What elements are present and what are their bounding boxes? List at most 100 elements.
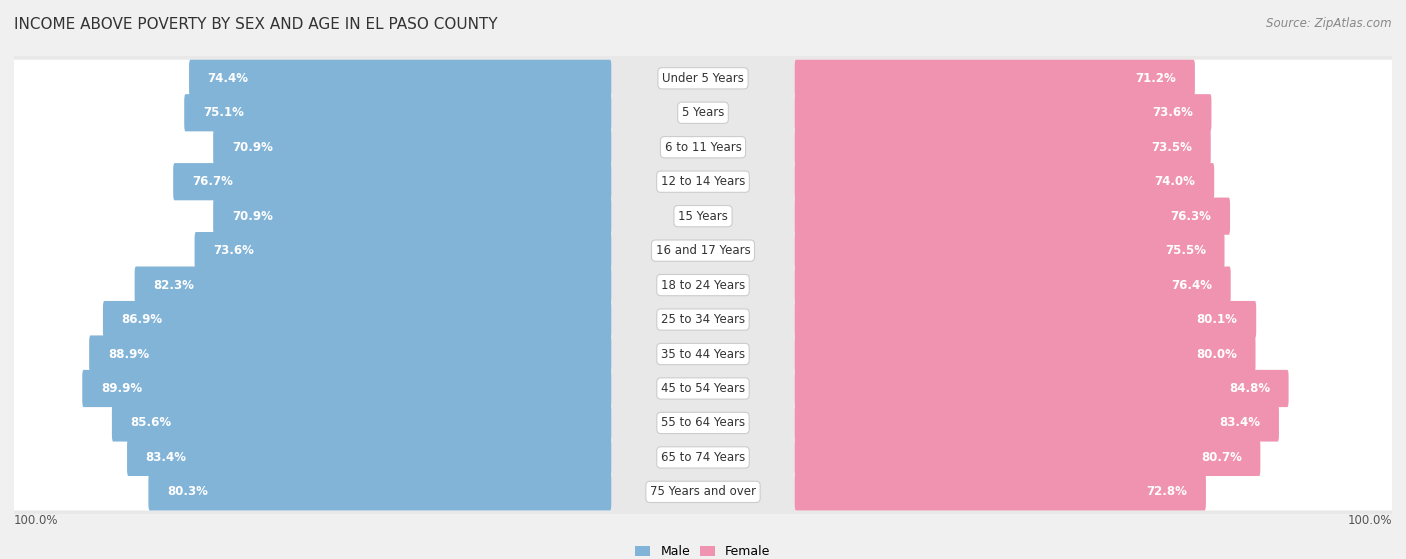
Text: 73.5%: 73.5% — [1152, 141, 1192, 154]
Text: 89.9%: 89.9% — [101, 382, 142, 395]
FancyBboxPatch shape — [794, 473, 1393, 510]
FancyBboxPatch shape — [135, 267, 612, 304]
FancyBboxPatch shape — [214, 197, 612, 235]
Text: 83.4%: 83.4% — [1219, 416, 1260, 429]
Text: 55 to 64 Years: 55 to 64 Years — [661, 416, 745, 429]
Text: Under 5 Years: Under 5 Years — [662, 72, 744, 85]
Text: 71.2%: 71.2% — [1136, 72, 1177, 85]
FancyBboxPatch shape — [13, 94, 612, 131]
Text: 84.8%: 84.8% — [1229, 382, 1270, 395]
FancyBboxPatch shape — [13, 60, 612, 97]
FancyBboxPatch shape — [214, 129, 612, 166]
FancyBboxPatch shape — [794, 163, 1215, 200]
FancyBboxPatch shape — [794, 301, 1256, 338]
FancyBboxPatch shape — [13, 261, 1393, 309]
Text: 72.8%: 72.8% — [1146, 485, 1187, 499]
Text: 74.4%: 74.4% — [208, 72, 249, 85]
FancyBboxPatch shape — [103, 301, 612, 338]
FancyBboxPatch shape — [794, 370, 1289, 407]
Text: 25 to 34 Years: 25 to 34 Years — [661, 313, 745, 326]
FancyBboxPatch shape — [13, 55, 1393, 102]
Text: 75.5%: 75.5% — [1166, 244, 1206, 257]
FancyBboxPatch shape — [794, 232, 1393, 269]
Text: 75.1%: 75.1% — [202, 106, 243, 119]
FancyBboxPatch shape — [13, 232, 612, 269]
Text: 76.4%: 76.4% — [1171, 278, 1212, 292]
FancyBboxPatch shape — [794, 439, 1260, 476]
FancyBboxPatch shape — [83, 370, 612, 407]
FancyBboxPatch shape — [13, 473, 612, 510]
FancyBboxPatch shape — [794, 335, 1393, 373]
FancyBboxPatch shape — [89, 335, 612, 373]
FancyBboxPatch shape — [794, 301, 1393, 338]
Text: 76.3%: 76.3% — [1171, 210, 1212, 222]
FancyBboxPatch shape — [794, 232, 1225, 269]
FancyBboxPatch shape — [794, 60, 1393, 97]
Text: 15 Years: 15 Years — [678, 210, 728, 222]
FancyBboxPatch shape — [127, 439, 612, 476]
FancyBboxPatch shape — [794, 197, 1230, 235]
Text: 74.0%: 74.0% — [1154, 175, 1195, 188]
FancyBboxPatch shape — [794, 60, 1195, 97]
FancyBboxPatch shape — [13, 192, 1393, 240]
FancyBboxPatch shape — [188, 60, 612, 97]
FancyBboxPatch shape — [794, 94, 1393, 131]
Text: 75 Years and over: 75 Years and over — [650, 485, 756, 499]
FancyBboxPatch shape — [13, 468, 1393, 515]
FancyBboxPatch shape — [13, 330, 1393, 378]
Text: 76.7%: 76.7% — [191, 175, 232, 188]
Text: 65 to 74 Years: 65 to 74 Years — [661, 451, 745, 464]
Text: 16 and 17 Years: 16 and 17 Years — [655, 244, 751, 257]
Text: 45 to 54 Years: 45 to 54 Years — [661, 382, 745, 395]
FancyBboxPatch shape — [13, 364, 1393, 413]
FancyBboxPatch shape — [194, 232, 612, 269]
Text: 86.9%: 86.9% — [121, 313, 163, 326]
Text: 85.6%: 85.6% — [131, 416, 172, 429]
FancyBboxPatch shape — [13, 296, 1393, 343]
Text: 80.3%: 80.3% — [167, 485, 208, 499]
Legend: Male, Female: Male, Female — [630, 540, 776, 559]
FancyBboxPatch shape — [13, 158, 1393, 206]
FancyBboxPatch shape — [13, 163, 612, 200]
FancyBboxPatch shape — [149, 473, 612, 510]
Text: 100.0%: 100.0% — [1347, 514, 1392, 527]
Text: 73.6%: 73.6% — [214, 244, 254, 257]
Text: INCOME ABOVE POVERTY BY SEX AND AGE IN EL PASO COUNTY: INCOME ABOVE POVERTY BY SEX AND AGE IN E… — [14, 17, 498, 32]
Text: 35 to 44 Years: 35 to 44 Years — [661, 348, 745, 361]
FancyBboxPatch shape — [13, 404, 612, 442]
FancyBboxPatch shape — [794, 129, 1211, 166]
FancyBboxPatch shape — [13, 370, 612, 407]
FancyBboxPatch shape — [184, 94, 612, 131]
Text: 82.3%: 82.3% — [153, 278, 194, 292]
FancyBboxPatch shape — [794, 439, 1393, 476]
Text: 80.7%: 80.7% — [1201, 451, 1241, 464]
Text: 73.6%: 73.6% — [1152, 106, 1192, 119]
FancyBboxPatch shape — [794, 404, 1393, 442]
FancyBboxPatch shape — [13, 335, 612, 373]
Text: 88.9%: 88.9% — [108, 348, 149, 361]
FancyBboxPatch shape — [13, 439, 612, 476]
FancyBboxPatch shape — [13, 227, 1393, 274]
Text: 83.4%: 83.4% — [146, 451, 187, 464]
FancyBboxPatch shape — [112, 404, 612, 442]
FancyBboxPatch shape — [794, 129, 1393, 166]
Text: 100.0%: 100.0% — [14, 514, 59, 527]
FancyBboxPatch shape — [13, 399, 1393, 447]
FancyBboxPatch shape — [13, 89, 1393, 136]
Text: 80.1%: 80.1% — [1197, 313, 1237, 326]
FancyBboxPatch shape — [794, 267, 1393, 304]
FancyBboxPatch shape — [794, 370, 1393, 407]
Text: 70.9%: 70.9% — [232, 141, 273, 154]
FancyBboxPatch shape — [794, 473, 1206, 510]
FancyBboxPatch shape — [794, 404, 1279, 442]
FancyBboxPatch shape — [13, 197, 612, 235]
FancyBboxPatch shape — [794, 335, 1256, 373]
FancyBboxPatch shape — [13, 301, 612, 338]
FancyBboxPatch shape — [794, 94, 1212, 131]
FancyBboxPatch shape — [13, 124, 1393, 171]
Text: 70.9%: 70.9% — [232, 210, 273, 222]
Text: 18 to 24 Years: 18 to 24 Years — [661, 278, 745, 292]
Text: 5 Years: 5 Years — [682, 106, 724, 119]
Text: 80.0%: 80.0% — [1197, 348, 1237, 361]
FancyBboxPatch shape — [173, 163, 612, 200]
